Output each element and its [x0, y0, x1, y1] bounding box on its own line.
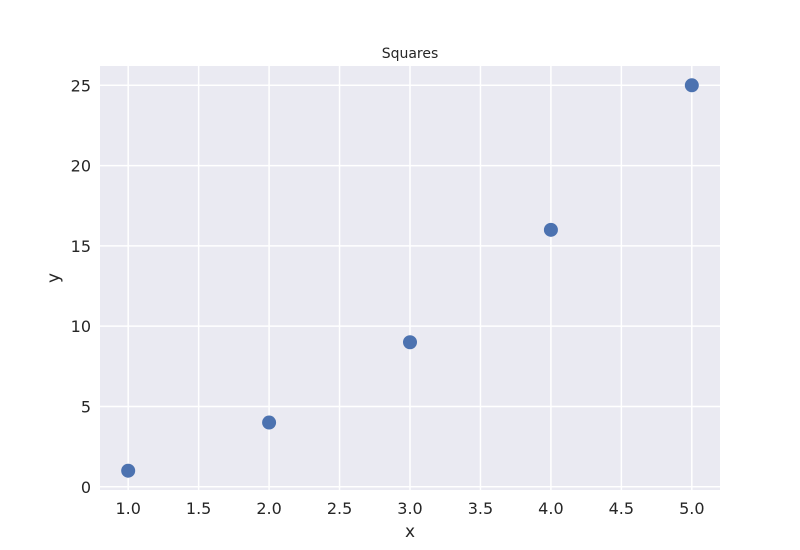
y-tick-label: 25: [71, 76, 91, 95]
chart-title: Squares: [382, 46, 439, 62]
x-tick-label: 1.0: [115, 499, 140, 518]
data-point: [403, 335, 417, 350]
y-tick-label: 15: [71, 237, 91, 256]
x-tick-labels: 1.0 1.5 2.0 2.5 3.0 3.5 4.0 4.5 5.0: [115, 499, 704, 518]
x-tick-label: 2.5: [327, 499, 352, 518]
x-axis-label: x: [405, 522, 415, 542]
x-tick-label: 4.0: [538, 499, 563, 518]
x-tick-label: 3.0: [397, 499, 422, 518]
data-point: [121, 463, 136, 478]
x-tick-label: 4.5: [609, 499, 634, 518]
y-tick-label: 10: [71, 317, 91, 336]
data-points: [121, 78, 699, 478]
x-tick-label: 1.5: [186, 499, 211, 518]
x-tick-label: 3.5: [468, 499, 493, 518]
data-point: [262, 415, 277, 430]
x-tick-label: 5.0: [679, 499, 704, 518]
y-axis-label: y: [44, 273, 64, 283]
y-tick-label: 5: [81, 397, 91, 416]
y-tick-labels: 0 5 10 15 20 25: [71, 76, 91, 497]
y-tick-label: 0: [81, 478, 91, 497]
data-point: [543, 222, 558, 237]
data-point: [684, 78, 699, 93]
y-tick-label: 20: [71, 157, 91, 176]
x-tick-label: 2.0: [256, 499, 281, 518]
grid-lines: [100, 66, 720, 490]
